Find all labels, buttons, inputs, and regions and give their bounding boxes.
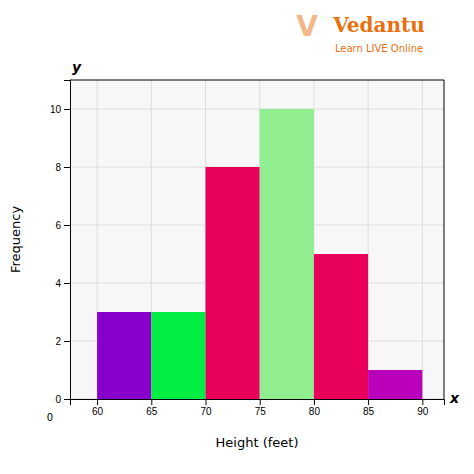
bar: [314, 254, 368, 399]
tick-mark: [64, 341, 70, 342]
bar: [151, 312, 205, 399]
frame-right: [444, 80, 445, 399]
tick-label: 10: [50, 104, 62, 115]
tick-label: 70: [200, 406, 212, 417]
tick: 60: [92, 399, 104, 417]
tick-label: 75: [255, 406, 267, 417]
x-axis-title: Height (feet): [216, 435, 299, 450]
tick-label: 85: [363, 406, 375, 417]
tick-label: 6: [55, 220, 61, 231]
tick-mark: [64, 109, 70, 110]
tick-label: 4: [55, 278, 61, 289]
plot-background: [70, 80, 444, 399]
axis-line: [71, 400, 445, 406]
tick: 8: [55, 162, 70, 173]
tick-mark: [314, 399, 315, 405]
tick: 80: [309, 399, 321, 417]
annotation: Vedantu: [332, 13, 425, 37]
tick-mark: [64, 283, 70, 284]
tick: 0: [55, 394, 70, 405]
annotations: y x 0 Vedantu Learn LIVE Online V: [47, 10, 460, 423]
tick-label: 65: [146, 406, 158, 417]
tick: 70: [200, 399, 212, 417]
x-axis: 60 65 70 75 80 85 90: [71, 399, 445, 417]
annotation: y: [72, 59, 82, 75]
tick: 6: [55, 220, 70, 231]
tick-label: 90: [417, 406, 429, 417]
tick-mark: [64, 225, 70, 226]
tick-mark: [260, 399, 261, 405]
tick-mark: [64, 399, 70, 400]
y-axis: 0 2 4 6 8 10: [50, 81, 71, 405]
tick-mark: [206, 399, 207, 405]
tick: 2: [55, 336, 70, 347]
annotation: 0: [47, 412, 53, 423]
y-axis-title: Frequency: [8, 206, 23, 273]
grid-line-y: [70, 109, 444, 110]
tick: 65: [146, 399, 158, 417]
plot: 60 65 70 75 80 85 90 0 2 4 6 8 10: [50, 80, 445, 417]
frame-top: [70, 80, 444, 81]
tick-mark: [64, 167, 70, 168]
annotation: Learn LIVE Online: [335, 43, 423, 54]
tick-mark: [368, 399, 369, 405]
grid: [70, 80, 444, 399]
tick: 85: [363, 399, 375, 417]
grid-line-x: [422, 80, 423, 399]
bar: [368, 370, 422, 399]
tick-label: 80: [309, 406, 321, 417]
axis-line: [64, 81, 71, 400]
bars: [97, 109, 422, 399]
tick: 90: [417, 399, 429, 417]
bar: [97, 312, 151, 399]
chart: 60 65 70 75 80 85 90 0 2 4 6 8 10 Frequency Height (fe…: [0, 0, 474, 474]
tick-mark: [151, 399, 152, 405]
tick: 10: [50, 104, 70, 115]
tick: 4: [55, 278, 70, 289]
annotation: V: [296, 10, 318, 43]
tick-mark: [97, 399, 98, 405]
tick: 75: [255, 399, 267, 417]
bar: [206, 167, 260, 399]
annotation: x: [449, 390, 460, 406]
tick-label: 60: [92, 406, 104, 417]
tick-label: 8: [55, 162, 61, 173]
tick-label: 0: [55, 394, 61, 405]
bar: [260, 109, 314, 399]
tick-label: 2: [55, 336, 61, 347]
tick-mark: [422, 399, 423, 405]
